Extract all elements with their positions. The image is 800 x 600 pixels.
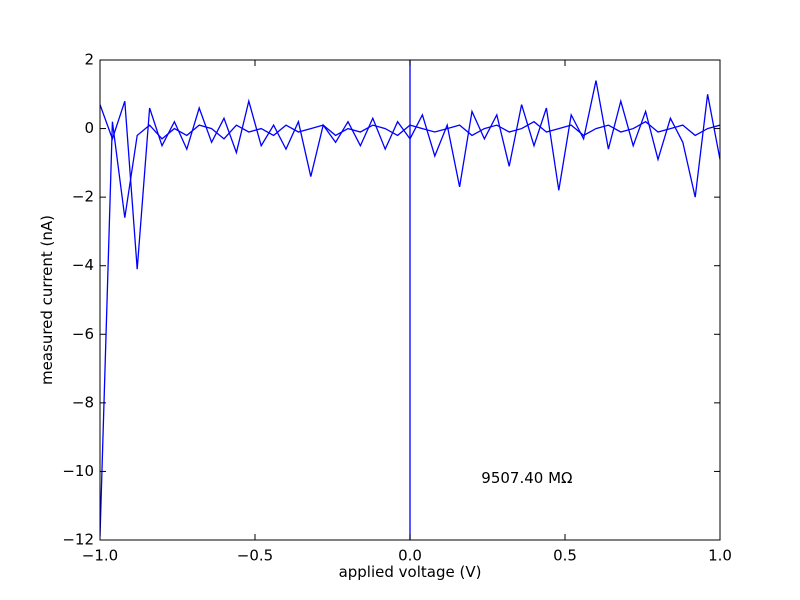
x-tick-label: −0.5 [237,547,273,565]
y-tick-label: −6 [72,325,94,343]
y-tick-label: 0 [84,119,94,137]
y-tick-label: −4 [72,256,94,274]
annotation: 9507.40 MΩ [481,469,572,487]
y-axis-label: measured current (nA) [38,215,56,385]
y-tick-label: −2 [72,188,94,206]
x-tick-label: 0.0 [398,547,422,565]
y-tick-label: −12 [62,531,94,549]
x-tick-label: 0.5 [553,547,577,565]
y-tick-label: −10 [62,462,94,480]
y-tick-label: −8 [72,393,94,411]
x-tick-label: −1.0 [82,547,118,565]
x-axis-label: applied voltage (V) [339,563,482,581]
x-tick-label: 1.0 [708,547,732,565]
y-tick-label: 2 [84,51,94,69]
